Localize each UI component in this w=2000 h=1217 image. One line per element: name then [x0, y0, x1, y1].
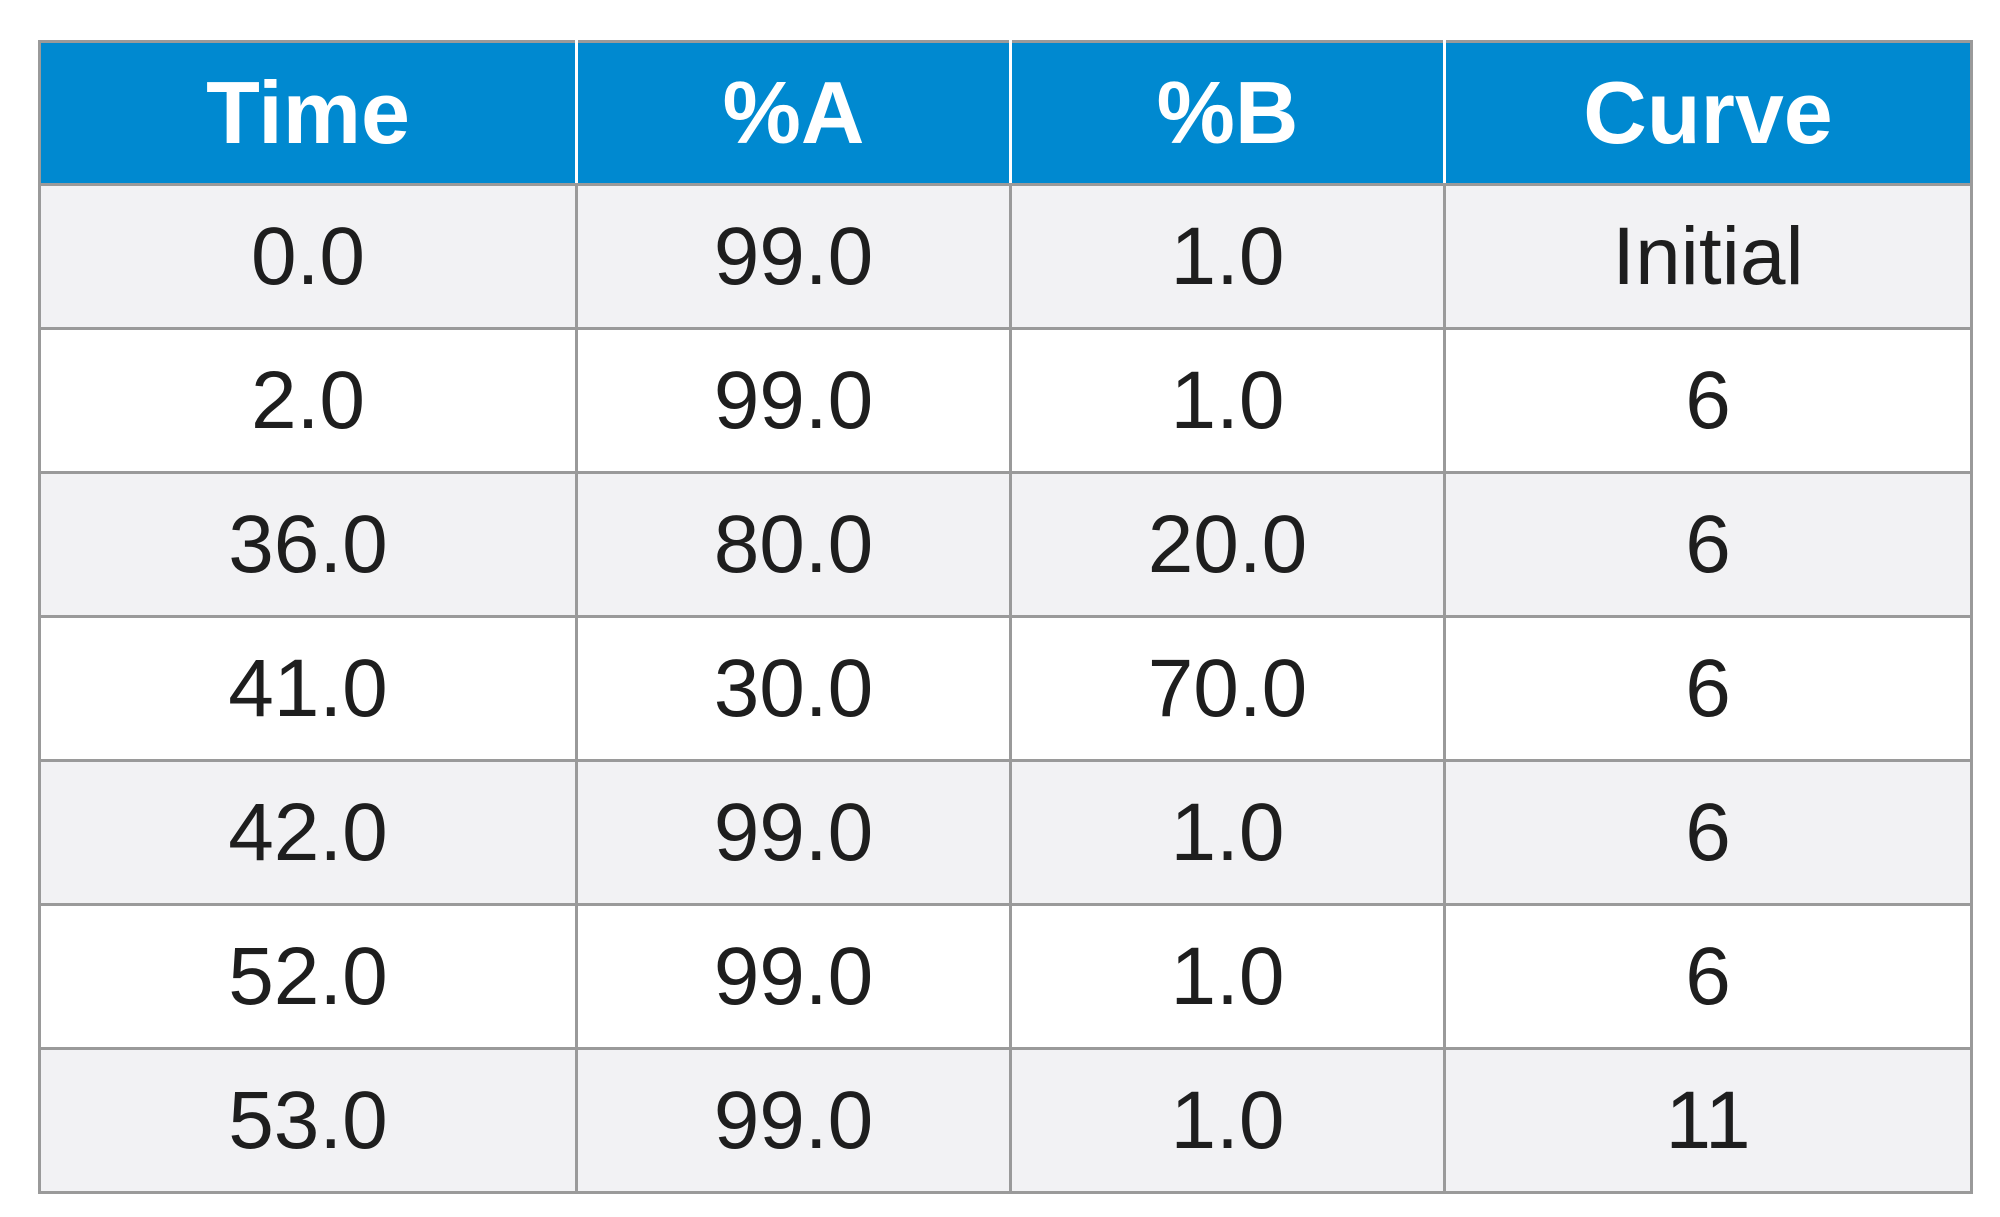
table-row: 36.0 80.0 20.0 6: [38, 471, 1973, 618]
cell-curve: 6: [1443, 903, 1973, 1050]
cell-curve: 6: [1443, 615, 1973, 762]
cell-percent-a: 99.0: [575, 903, 1012, 1050]
cell-curve: 6: [1443, 759, 1973, 906]
cell-percent-b: 1.0: [1009, 327, 1446, 474]
header-percent-b: %B: [1009, 40, 1446, 186]
cell-percent-b: 70.0: [1009, 615, 1446, 762]
table-header: Time %A %B Curve: [38, 40, 1973, 186]
gradient-table-container: Time %A %B Curve 0.0 99.0 1.0 Initial 2.…: [38, 40, 1973, 1194]
cell-percent-a: 99.0: [575, 759, 1012, 906]
table-row: 52.0 99.0 1.0 6: [38, 903, 1973, 1050]
cell-percent-a: 99.0: [575, 1047, 1012, 1194]
cell-curve: 11: [1443, 1047, 1973, 1194]
cell-percent-b: 1.0: [1009, 759, 1446, 906]
table-row: 41.0 30.0 70.0 6: [38, 615, 1973, 762]
cell-percent-a: 99.0: [575, 327, 1012, 474]
cell-percent-a: 99.0: [575, 183, 1012, 330]
cell-percent-a: 30.0: [575, 615, 1012, 762]
cell-percent-b: 1.0: [1009, 1047, 1446, 1194]
cell-time: 36.0: [38, 471, 578, 618]
table-row: 2.0 99.0 1.0 6: [38, 327, 1973, 474]
cell-time: 52.0: [38, 903, 578, 1050]
cell-time: 2.0: [38, 327, 578, 474]
cell-curve: 6: [1443, 327, 1973, 474]
cell-curve: 6: [1443, 471, 1973, 618]
cell-time: 53.0: [38, 1047, 578, 1194]
cell-curve: Initial: [1443, 183, 1973, 330]
header-curve: Curve: [1443, 40, 1973, 186]
cell-percent-a: 80.0: [575, 471, 1012, 618]
cell-time: 42.0: [38, 759, 578, 906]
cell-percent-b: 1.0: [1009, 183, 1446, 330]
table-body: 0.0 99.0 1.0 Initial 2.0 99.0 1.0 6 36.0…: [38, 183, 1973, 1194]
cell-percent-b: 1.0: [1009, 903, 1446, 1050]
cell-percent-b: 20.0: [1009, 471, 1446, 618]
header-percent-a: %A: [575, 40, 1012, 186]
table-row: 42.0 99.0 1.0 6: [38, 759, 1973, 906]
header-row: Time %A %B Curve: [38, 40, 1973, 186]
cell-time: 0.0: [38, 183, 578, 330]
table-row: 0.0 99.0 1.0 Initial: [38, 183, 1973, 330]
gradient-table: Time %A %B Curve 0.0 99.0 1.0 Initial 2.…: [38, 40, 1973, 1194]
header-time: Time: [38, 40, 578, 186]
table-row: 53.0 99.0 1.0 11: [38, 1047, 1973, 1194]
cell-time: 41.0: [38, 615, 578, 762]
